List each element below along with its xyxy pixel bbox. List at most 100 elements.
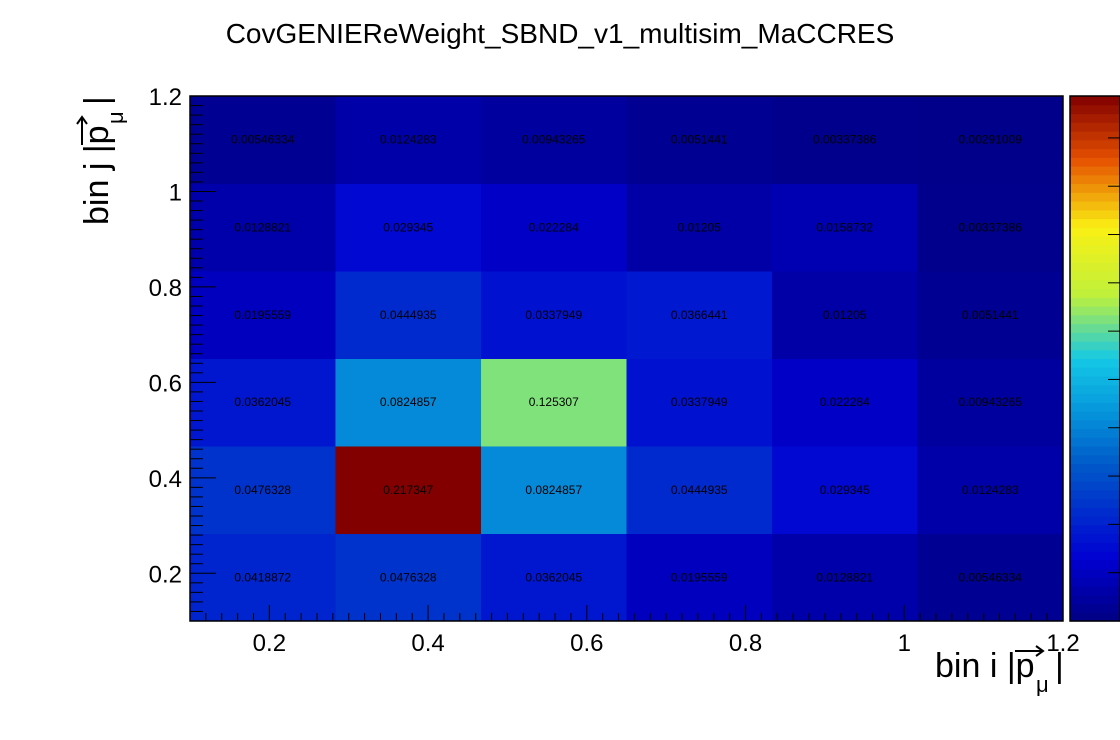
- colorbar-segment: [1070, 227, 1120, 237]
- colorbar-segment: [1070, 166, 1120, 176]
- heatmap-cell: [626, 358, 773, 447]
- colorbar-segment: [1070, 586, 1120, 596]
- x-axis-title-arrow: [1015, 645, 1045, 657]
- x-axis-title-subscript: μ: [1036, 672, 1049, 697]
- y-axis-title: bin j |p μ |: [76, 96, 128, 225]
- colorbar-segment: [1070, 411, 1120, 421]
- chart-title: CovGENIEReWeight_SBND_v1_multisim_MaCCRE…: [225, 18, 895, 49]
- heatmap-cell: [917, 96, 1064, 184]
- colorbar-segment: [1070, 516, 1120, 526]
- colorbar-segment: [1070, 279, 1120, 290]
- cell-value-label: 0.0128821: [816, 570, 873, 584]
- y-axis-title-text: bin j |p: [78, 125, 116, 225]
- cell-value-label: 0.022284: [820, 395, 870, 409]
- colorbar-segment: [1070, 183, 1120, 193]
- colorbar-segment: [1070, 367, 1120, 377]
- cell-value-label: 0.029345: [383, 220, 433, 234]
- colorbar-frame: [1069, 95, 1120, 622]
- colorbar-segment: [1070, 323, 1120, 333]
- heatmap-cell: [626, 183, 773, 272]
- colorbar-segment: [1070, 428, 1120, 438]
- colorbar-segment: [1070, 349, 1120, 360]
- heatmap-cell: [190, 183, 336, 272]
- heatmap-cell: [917, 533, 1064, 622]
- heatmap-cell: [917, 271, 1064, 359]
- heatmap-cell: [481, 445, 627, 535]
- y-tick-label: 1: [169, 179, 182, 206]
- cell-value-label: 0.01205: [823, 308, 867, 322]
- heatmap-cell: [335, 271, 482, 359]
- plot-frame: [189, 95, 1064, 622]
- heatmap-cell: [190, 533, 336, 622]
- heatmap-cell: [771, 183, 919, 272]
- heatmap-cell: [481, 358, 627, 447]
- colorbar-segment: [1070, 612, 1120, 622]
- cell-value-label: 0.00337386: [813, 133, 877, 147]
- x-axis-title: bin i |p μ |: [935, 645, 1064, 697]
- cell-value-label: 0.0418872: [234, 570, 291, 584]
- heatmap-cell: [626, 271, 773, 359]
- colorbar-segment: [1070, 96, 1120, 106]
- heatmap-cell: [917, 358, 1064, 447]
- colorbar-segment: [1070, 489, 1120, 500]
- cell-value-label: 0.00546334: [231, 133, 295, 147]
- cell-value-label: 0.0158732: [816, 220, 873, 234]
- cell-value-label: 0.0824857: [380, 395, 437, 409]
- heatmap-cell: [335, 96, 482, 184]
- y-axis-title-subscript: μ: [103, 111, 128, 124]
- colorbar-segment: [1070, 498, 1120, 508]
- cell-value-label: 0.00943265: [522, 133, 586, 147]
- cell-value-label: 0.0195559: [671, 570, 728, 584]
- heatmap-cell: [917, 183, 1064, 272]
- x-axis-title-bar: |: [1055, 647, 1064, 685]
- heatmap-cell: [481, 183, 627, 272]
- colorbar-segment: [1070, 446, 1120, 456]
- colorbar-segment: [1070, 148, 1120, 158]
- heatmap-cell: [626, 96, 773, 184]
- cell-labels: 0.0418872 0.0476328 0.0362045 0.0195559 0.01…: [231, 133, 1022, 585]
- heatmap-cells: [190, 96, 1064, 622]
- cell-value-label: 0.0051441: [962, 308, 1019, 322]
- cell-value-label: 0.0362045: [525, 570, 582, 584]
- colorbar-segment: [1070, 201, 1120, 211]
- colorbar-segment: [1070, 157, 1120, 167]
- colorbar-segment: [1070, 253, 1120, 263]
- colorbar-segment: [1070, 594, 1120, 605]
- x-tick-label: 1: [898, 630, 911, 657]
- y-axis-title-bar: |: [78, 96, 116, 105]
- y-axis-title-arrow: [76, 115, 88, 145]
- x-tick-label: 0.4: [411, 630, 444, 657]
- x-tick-label: 0.8: [729, 630, 762, 657]
- colorbar-segment: [1070, 131, 1120, 141]
- cell-value-label: 0.0476328: [234, 483, 291, 497]
- heatmap-cell: [335, 533, 482, 622]
- heatmap-cell: [771, 271, 919, 359]
- y-tick-label: 0.8: [149, 275, 182, 302]
- colorbar-segment: [1070, 174, 1120, 185]
- colorbar-segment: [1070, 122, 1120, 132]
- colorbar-segment: [1070, 393, 1120, 403]
- cell-value-label: 0.00546334: [959, 570, 1023, 584]
- colorbar-segment: [1070, 262, 1120, 272]
- cell-value-label: 0.0366441: [671, 308, 728, 322]
- cell-value-label: 0.0124283: [380, 133, 437, 147]
- heatmap-cell: [771, 533, 919, 622]
- colorbar-segment: [1070, 236, 1120, 246]
- cell-value-label: 0.00943265: [959, 395, 1023, 409]
- colorbar-segment: [1070, 437, 1120, 447]
- heatmap-cell: [335, 445, 482, 535]
- colorbar-segment: [1070, 524, 1120, 535]
- colorbar-segment: [1070, 376, 1120, 386]
- cell-value-label: 0.029345: [820, 483, 870, 497]
- cell-value-label: 0.0337949: [671, 395, 728, 409]
- y-tick-label: 0.4: [149, 466, 182, 493]
- colorbar-segment: [1070, 218, 1120, 228]
- colorbar-segment: [1070, 192, 1120, 202]
- x-axis-title-text: bin i |p: [935, 647, 1035, 685]
- cell-value-label: 0.0124283: [962, 483, 1019, 497]
- colorbar-segment: [1070, 402, 1120, 412]
- heatmap-cell: [335, 358, 482, 447]
- cell-value-label: 0.0476328: [380, 570, 437, 584]
- colorbar-segment: [1070, 568, 1120, 578]
